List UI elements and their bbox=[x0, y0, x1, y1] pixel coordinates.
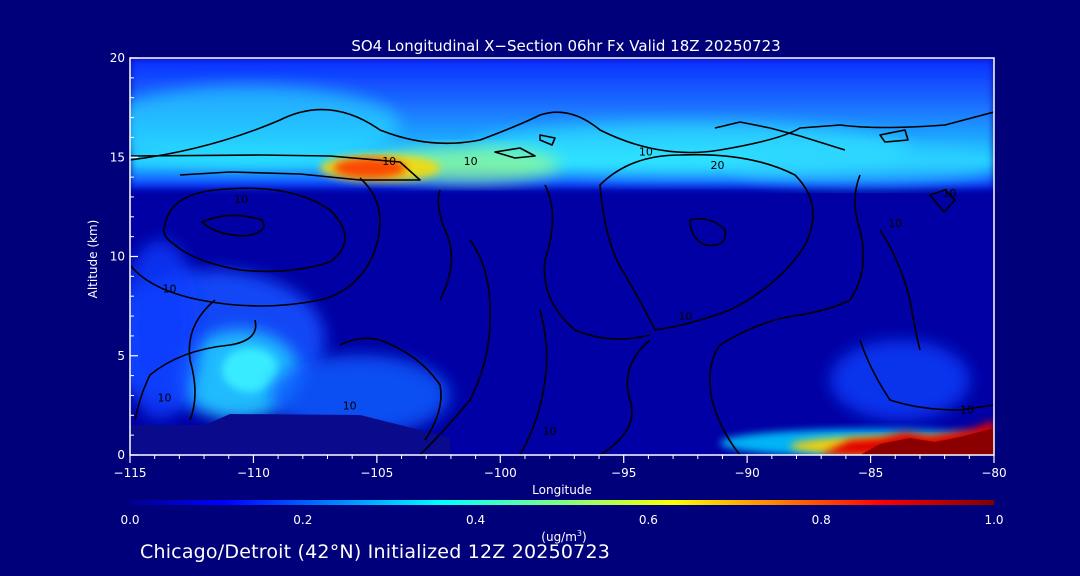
colorbar bbox=[130, 500, 994, 505]
contour-lines bbox=[130, 108, 994, 455]
colorbar-tick-label: 1.0 bbox=[984, 513, 1003, 527]
unit-superscript: 3 bbox=[577, 529, 582, 538]
contour-label: 10 bbox=[382, 155, 396, 168]
forecast-subtitle: Chicago/Detroit (42°N) Initialized 12Z 2… bbox=[140, 541, 611, 563]
colorbar-tick-label: 0.6 bbox=[639, 513, 658, 527]
colorbar-ticks: 0.0 0.2 0.4 0.6 0.8 1.0 bbox=[120, 513, 1003, 527]
x-tick-label: −110 bbox=[237, 466, 270, 480]
contour-label: 10 bbox=[543, 425, 557, 438]
unit-base: (ug/m bbox=[541, 530, 577, 544]
x-tick-label: −95 bbox=[611, 466, 636, 480]
x-tick-label: −90 bbox=[734, 466, 759, 480]
x-axis-ticks: −115 −110 −105 −100 −95 −90 −85 −80 bbox=[114, 455, 1007, 480]
x-axis-label: Longitude bbox=[532, 483, 592, 497]
y-tick-label: 5 bbox=[117, 349, 125, 363]
unit-close: ) bbox=[582, 530, 587, 544]
contour-label: 10 bbox=[639, 145, 653, 158]
y-tick-label: 20 bbox=[110, 51, 125, 65]
x-tick-label: −105 bbox=[360, 466, 393, 480]
y-axis-ticks: 0 5 10 15 20 bbox=[110, 51, 138, 462]
colorbar-unit-label: (ug/m3) bbox=[541, 529, 586, 544]
x-tick-label: −115 bbox=[114, 466, 147, 480]
y-tick-label: 0 bbox=[117, 448, 125, 462]
contour-label: 20 bbox=[711, 159, 725, 172]
contour-labels: 10 10 10 20 10 10 10 10 10 10 10 10 10 bbox=[158, 145, 974, 438]
colorbar-tick-label: 0.4 bbox=[466, 513, 485, 527]
contour-label: 10 bbox=[888, 217, 902, 230]
contour-label: 10 bbox=[343, 399, 357, 412]
contour-label: 10 bbox=[943, 187, 957, 200]
contour-label: 10 bbox=[960, 403, 974, 416]
contour-label: 10 bbox=[158, 391, 172, 404]
contour-label: 10 bbox=[464, 155, 478, 168]
colorbar-tick-label: 0.2 bbox=[293, 513, 312, 527]
x-tick-label: −85 bbox=[858, 466, 883, 480]
chart-title: SO4 Longitudinal X−Section 06hr Fx Valid… bbox=[351, 37, 780, 55]
y-axis-label: Altitude (km) bbox=[86, 220, 100, 299]
colorbar-tick-label: 0.0 bbox=[120, 513, 139, 527]
contour-label: 10 bbox=[234, 193, 248, 206]
contour-label: 10 bbox=[162, 282, 176, 295]
y-tick-label: 15 bbox=[110, 150, 125, 164]
x-tick-label: −100 bbox=[484, 466, 517, 480]
concentration-field bbox=[130, 58, 994, 455]
colorbar-tick-label: 0.8 bbox=[812, 513, 831, 527]
y-tick-label: 10 bbox=[110, 250, 125, 264]
x-tick-label: −80 bbox=[981, 466, 1006, 480]
contour-label: 10 bbox=[678, 310, 692, 323]
